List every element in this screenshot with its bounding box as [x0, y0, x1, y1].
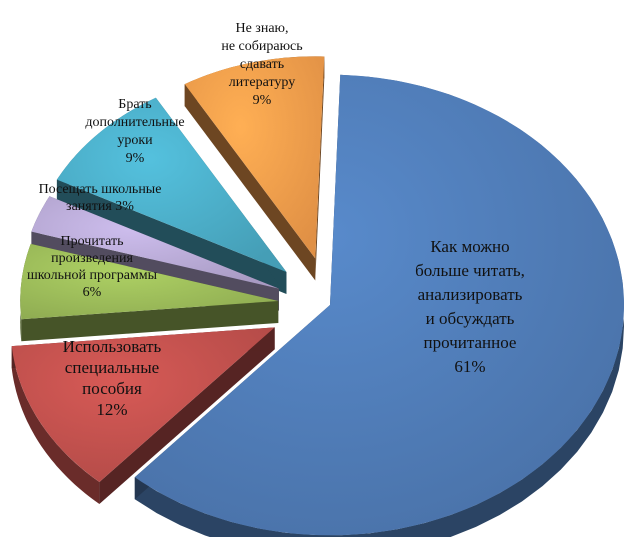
slice-label-line: Не знаю,	[235, 21, 288, 36]
slice-label-line: Использовать	[63, 337, 162, 356]
slice-label-line: Прочитать	[61, 234, 124, 249]
slice-label-line: 61%	[454, 357, 485, 376]
slice-label-line: анализировать	[418, 285, 523, 304]
slice-label-line: и обсуждать	[426, 309, 515, 328]
slice-label-6: Не знаю, не собираюсь сдавать литературу 9%	[221, 21, 302, 108]
pie-slice-edge	[315, 56, 325, 281]
pie-slice-edge	[21, 300, 279, 342]
slice-label-line: не собираюсь	[221, 39, 302, 54]
pie-slice-top	[20, 243, 279, 320]
slice-label-line: литературу	[229, 75, 295, 90]
slice-label-line: Посещать школьные	[39, 182, 162, 197]
pie-slice-edge	[184, 84, 316, 281]
pie-slice-top	[134, 74, 625, 536]
slice-label-line: специальные	[65, 358, 159, 377]
pie-slice-2	[11, 327, 275, 505]
pie-slice-side	[11, 346, 100, 504]
pie-slice-top	[56, 97, 287, 273]
slice-label-4: Посещать школьные занятия 3%	[39, 182, 162, 214]
slice-label-line: 9%	[253, 93, 272, 108]
slice-label-line: занятия 3%	[66, 199, 134, 214]
slice-label-line: уроки	[117, 133, 153, 148]
pie-slice-1	[134, 74, 625, 537]
slice-label-line: пособия	[82, 379, 142, 398]
pie-slice-6	[184, 56, 325, 281]
slice-label-line: 6%	[83, 285, 102, 300]
slice-label-line: 12%	[96, 400, 127, 419]
pie-slice-edge	[99, 327, 275, 505]
slice-label-1: Как можно больше читать, анализировать и об…	[415, 237, 525, 376]
pie-slice-3	[20, 243, 279, 342]
slice-label-line: прочитанное	[424, 333, 517, 352]
slice-label-2: Использовать специальные пособия 12%	[63, 337, 162, 419]
slice-label-line: 9%	[126, 151, 145, 166]
pie-slice-edge	[56, 179, 287, 295]
slice-label-line: сдавать	[240, 57, 284, 72]
slice-label-line: больше читать,	[415, 261, 525, 280]
pie-slice-top	[11, 327, 275, 483]
slice-label-line: Как можно	[430, 237, 509, 256]
slice-label-line: произведения	[51, 251, 133, 266]
pie-slice-5	[56, 97, 287, 295]
slice-label-line: Брать	[118, 97, 151, 112]
slice-label-line: дополнительные	[85, 115, 184, 130]
pie-slice-top	[184, 56, 325, 259]
slice-label-3: Прочитать произведения школьной программы 6…	[27, 234, 158, 300]
pie-slice-top	[31, 196, 279, 289]
slice-label-5: Брать дополнительные уроки 9%	[85, 97, 184, 166]
slice-label-line: школьной программы	[27, 268, 158, 283]
